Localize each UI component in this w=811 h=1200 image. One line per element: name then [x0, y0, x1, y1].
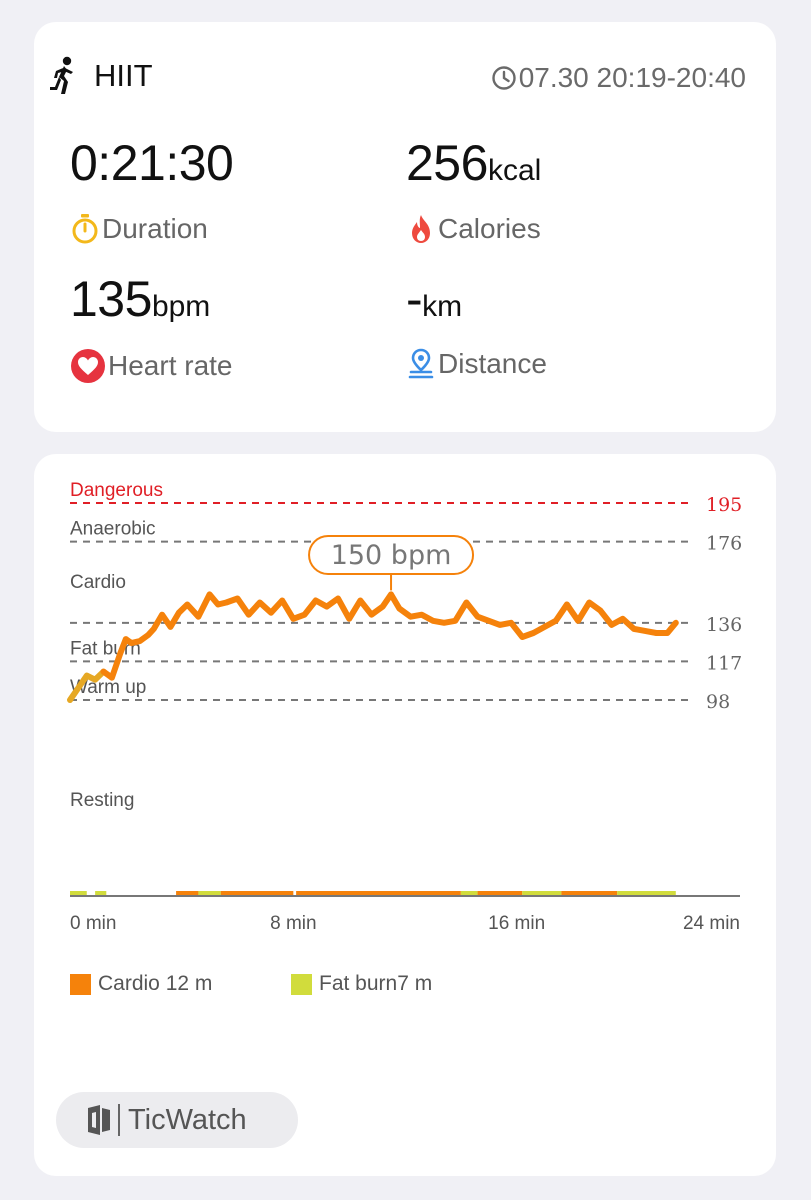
legend-swatch-fat-burn [291, 973, 312, 995]
zone-value-cardio: 136 [706, 614, 742, 636]
hr-series-line [100, 591, 679, 681]
ticwatch-logo-icon [88, 1105, 110, 1135]
calories-unit: kcal [487, 154, 542, 187]
peak-callout-label: 150 bpm [331, 540, 452, 571]
peak-callout-box [308, 535, 475, 575]
legend-label-cardio: Cardio 12 m [98, 972, 213, 995]
zone-label-warm-up: Warm up [70, 677, 146, 698]
time-range-text: 07.30 20:19-20:40 [518, 62, 746, 93]
heart-rate-label: Heart rate [70, 348, 233, 384]
legend-swatch-cardio [70, 973, 91, 995]
x-tick-label: 16 min [488, 913, 545, 934]
zone-label-resting: Resting [70, 790, 134, 811]
location-pin-icon [408, 348, 434, 379]
heart-rate-chart: 195Dangerous176Anaerobic136Cardio117Fat … [67, 480, 742, 934]
hr-series-warmup-line [67, 668, 107, 703]
zone-label-dangerous: Dangerous [70, 480, 163, 501]
distance-value: -km [406, 270, 462, 328]
duration-label-text: Duration [102, 213, 208, 244]
heart-rate-value: 135bpm [70, 270, 210, 328]
zone-band-10 [561, 891, 618, 896]
time-range: 07.30 20:19-20:40 [491, 62, 746, 94]
zone-band-1 [95, 891, 107, 896]
calories-label-text: Calories [438, 213, 541, 244]
stopwatch-icon [72, 214, 98, 244]
zone-label-cardio: Cardio [70, 572, 126, 593]
ticwatch-badge[interactable]: TicWatch [56, 1092, 298, 1148]
zone-band-6 [338, 891, 461, 896]
heart-rate-label-text: Heart rate [108, 350, 233, 381]
duration-value: 0:21:30 [70, 134, 234, 192]
zone-band-4 [220, 891, 294, 896]
distance-number: - [406, 271, 423, 327]
brand-name: TicWatch [128, 1103, 247, 1136]
duration-number: 0:21:30 [70, 135, 234, 191]
zone-band-5 [296, 891, 338, 896]
legend-item-fat-burn: Fat burn7 m [291, 972, 432, 996]
distance-unit: km [422, 290, 463, 323]
distance-label: Distance [406, 348, 547, 380]
activity-title: HIIT [94, 58, 153, 93]
heart-rate-unit: bpm [151, 290, 211, 323]
x-tick-label: 8 min [270, 913, 316, 934]
zone-band-2 [176, 891, 199, 896]
zone-value-fat-burn: 117 [706, 652, 742, 674]
zone-label-anaerobic: Anaerobic [70, 519, 156, 540]
zone-band-7 [460, 891, 478, 896]
flame-icon [412, 215, 430, 243]
legend-label-fat-burn: Fat burn7 m [319, 972, 433, 995]
zone-band-0 [70, 891, 87, 896]
zone-band-11 [617, 891, 676, 896]
zone-band-3 [198, 891, 221, 896]
zone-value-warm-up: 98 [706, 691, 730, 713]
activity-header: HIIT [48, 56, 153, 96]
calories-value: 256kcal [406, 134, 541, 192]
calories-label: Calories [406, 213, 541, 245]
workout-summary-card: HIIT 07.30 20:19-20:40 0:21:30 Duration … [34, 22, 776, 432]
zone-value-dangerous: 195 [706, 494, 742, 516]
clock-icon [491, 66, 516, 90]
distance-label-text: Distance [438, 348, 547, 379]
heart-rate-chart-card: 195 Dangerous 176 Anaerobic 136 Cardio 117 Fat … [34, 454, 776, 1176]
zone-band-9 [522, 891, 562, 896]
zone-value-anaerobic: 176 [706, 533, 742, 555]
heart-rate-number: 135 [70, 271, 152, 327]
brand-separator [118, 1104, 120, 1136]
running-person-icon [50, 56, 73, 94]
x-tick-label: 24 min [683, 913, 740, 934]
zone-band-8 [477, 891, 523, 896]
calories-number: 256 [406, 135, 488, 191]
duration-label: Duration [70, 213, 208, 245]
x-tick-label: 0 min [70, 913, 116, 934]
legend-item-cardio: Cardio 12 m [70, 972, 212, 996]
heart-icon [71, 349, 105, 383]
